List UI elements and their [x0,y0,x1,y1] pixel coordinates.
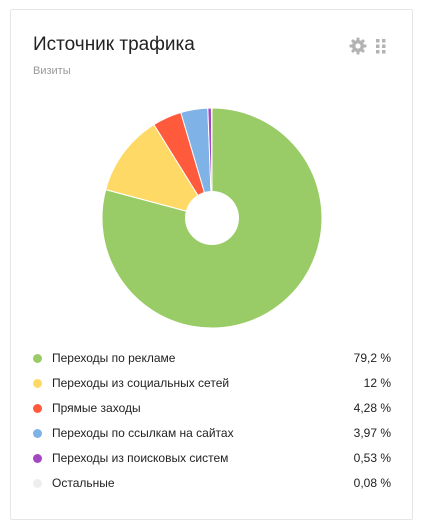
legend-marker [33,479,42,488]
legend-marker [33,454,42,463]
legend-value: 4,28 % [353,401,391,415]
legend-marker [33,379,42,388]
legend-item[interactable]: Переходы из социальных сетей 12 % [31,371,393,396]
legend-label: Прямые заходы [52,401,141,415]
legend-label: Переходы из поисковых систем [52,451,229,465]
drag-handle-icon[interactable] [375,38,387,54]
legend-label: Переходы по ссылкам на сайтах [52,426,234,440]
chart-legend: Переходы по рекламе 79,2 % Переходы из соц… [31,346,393,496]
legend-value: 12 % [363,376,391,390]
pie-slice[interactable] [105,123,214,219]
traffic-pie-chart [101,107,323,329]
legend-value: 3,97 % [353,426,391,440]
donut-hole [185,191,239,245]
legend-item[interactable]: Остальные 0,08 % [31,471,393,496]
traffic-source-widget: Источник трафика Визиты Переходы по рекл… [10,9,413,520]
legend-value: 0,08 % [353,476,391,490]
pie-slice[interactable] [210,107,213,219]
legend-label: Переходы по рекламе [52,351,176,365]
legend-marker [33,354,42,363]
legend-label: Переходы из социальных сетей [52,376,230,390]
legend-marker [33,429,42,438]
gear-icon[interactable] [349,37,367,55]
legend-item[interactable]: Переходы по рекламе 79,2 % [31,346,393,371]
legend-value: 0,53 % [353,451,391,465]
legend-item[interactable]: Прямые заходы 4,28 % [31,396,393,421]
widget-title: Источник трафика [33,34,195,55]
widget-subtitle: Визиты [33,65,71,77]
legend-item[interactable]: Переходы из поисковых систем 0,53 % [31,446,393,471]
legend-item[interactable]: Переходы по ссылкам на сайтах 3,97 % [31,421,393,446]
legend-marker [33,404,42,413]
legend-label: Остальные [52,476,115,490]
legend-value: 79,2 % [353,351,391,365]
